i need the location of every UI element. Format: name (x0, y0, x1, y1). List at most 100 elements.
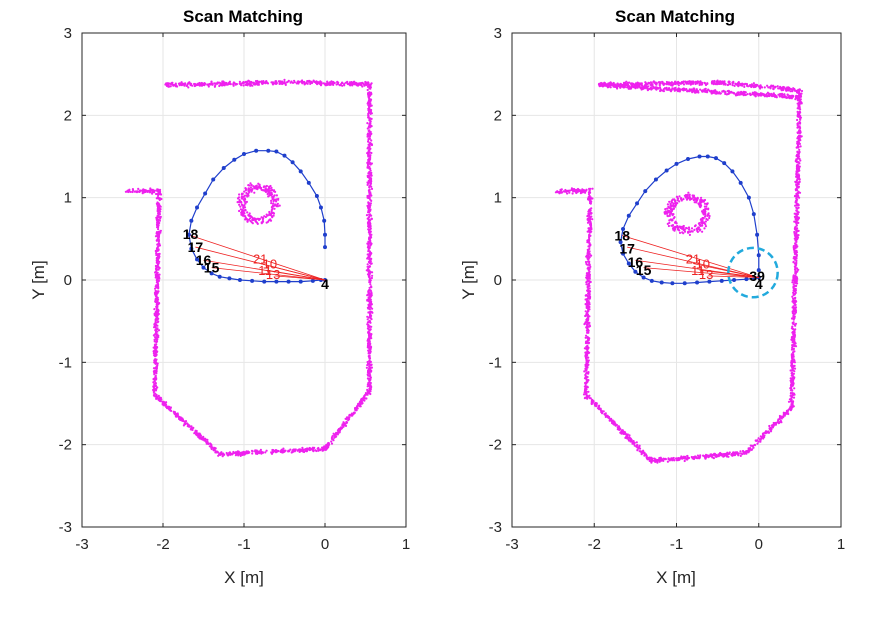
chart-right-map-point (658, 84, 661, 87)
chart-left-map-point (238, 452, 241, 455)
chart-right-map-point (584, 336, 587, 339)
chart-right-map-point (699, 80, 702, 83)
chart-left-map-point (185, 84, 188, 87)
chart-right-map-point (596, 407, 600, 410)
chart-left-map-point (206, 440, 209, 443)
chart-left-map-point (265, 449, 268, 452)
chart-right-map-point (790, 362, 793, 365)
chart-right-map-point (746, 84, 749, 87)
chart-left-map-point (370, 300, 373, 303)
chart-left-map-point (153, 340, 156, 343)
chart-right-map-point (793, 237, 797, 240)
chart-left-map-point (366, 263, 369, 266)
chart-right-map-point (629, 440, 632, 443)
chart-left-map-point (157, 248, 160, 251)
chart-right-map-point (794, 244, 797, 247)
chart-left-xtick-label: 0 (321, 536, 329, 553)
chart-right-map-point (584, 390, 587, 393)
chart-right-map-point (791, 310, 794, 313)
chart-right-map-point (733, 453, 736, 456)
chart-left-trajectory-node (201, 265, 206, 270)
chart-right-map-point (583, 323, 586, 326)
chart-right-map-point (606, 414, 609, 417)
chart-left-map-point (271, 81, 274, 84)
chart-right-map-point (588, 215, 591, 218)
chart-right-map-point (788, 407, 792, 410)
chart-left-map-point (368, 314, 372, 317)
chart-right-map-point (749, 84, 752, 87)
chart-left-map-point (368, 196, 371, 199)
chart-right-map-point (731, 454, 734, 457)
chart-right-map-point (759, 435, 762, 438)
chart-left-map-point (228, 451, 231, 455)
chart-left-map-point (371, 274, 374, 277)
chart-left-map-point (369, 283, 372, 286)
chart-right-map-point (770, 85, 773, 88)
chart-right-map-point (586, 375, 589, 379)
chart-right-map-point (795, 165, 799, 169)
chart-left-map-point (152, 367, 156, 370)
chart-left-map-point (350, 412, 353, 415)
chart-left-map-point (263, 215, 266, 218)
chart-right-map-point (750, 85, 753, 89)
chart-right-map-point (790, 365, 793, 368)
chart-left-map-point (156, 330, 159, 333)
chart-right-map-point (794, 306, 798, 309)
chart-right-map-point (799, 102, 802, 105)
chart-right-map-point (794, 251, 797, 254)
chart-right-map-point (566, 192, 569, 195)
chart-left-map-point (368, 288, 371, 291)
chart-right-map-point (795, 170, 798, 173)
chart-left-map-point (273, 207, 276, 210)
chart-left-map-point (158, 197, 161, 200)
chart-left-map-point (249, 186, 253, 189)
chart-left-map-point (369, 169, 372, 172)
chart-left-map-point (174, 82, 177, 85)
chart-left-map-point (166, 405, 169, 408)
chart-left-map-point (262, 186, 265, 189)
chart-left-map-point (194, 84, 197, 87)
chart-left-map-point (157, 228, 160, 231)
chart-right-map-point (796, 131, 799, 134)
chart-right-map-point (656, 461, 659, 464)
chart-right-map-point (797, 152, 801, 155)
chart-left-map-point (370, 364, 373, 367)
chart-left-map-point (249, 214, 252, 217)
chart-right-map-point (679, 457, 683, 460)
chart-right-map-point (789, 391, 793, 395)
chart-right-map-point (735, 451, 739, 454)
chart-right-map-point (604, 413, 607, 416)
chart-right-map-point (650, 81, 653, 84)
chart-right-map-point (783, 94, 786, 97)
chart-left-map-point (243, 190, 246, 193)
chart-left-loop-closure-label: 11 (258, 263, 272, 278)
chart-right-map-point (694, 80, 697, 83)
chart-left-map-point (369, 86, 372, 89)
chart-left-map-point (164, 83, 167, 86)
chart-left-map-point (155, 328, 158, 331)
chart-left-map-point (301, 446, 304, 449)
chart-right-map-point (658, 458, 662, 461)
chart-left-map-point (244, 208, 247, 212)
chart-left-map-point (157, 268, 160, 271)
chart-left-map-point (199, 82, 202, 85)
chart-right-map-point (795, 229, 798, 232)
chart-right-map-point (747, 448, 750, 451)
chart-left-map-point (159, 400, 162, 403)
chart-left-map-point (368, 229, 371, 232)
chart-left-map-point (249, 84, 252, 87)
chart-right-map-point (621, 429, 624, 432)
chart-left-map-point (156, 395, 159, 398)
chart-left-map-point (309, 80, 312, 83)
chart-right-map-point (585, 340, 588, 343)
chart-left-map-point (298, 450, 301, 453)
chart-right-map-point (694, 456, 697, 459)
chart-left-map-point (157, 280, 160, 283)
chart-left-map-point (366, 122, 369, 125)
chart-left-map-point (312, 447, 315, 450)
chart-left-map-point (157, 329, 161, 332)
chart-right-map-point (715, 454, 719, 457)
chart-left-map-point (321, 446, 324, 449)
chart-left-ytick-label: -2 (59, 437, 72, 454)
chart-left-map-point (272, 212, 276, 215)
